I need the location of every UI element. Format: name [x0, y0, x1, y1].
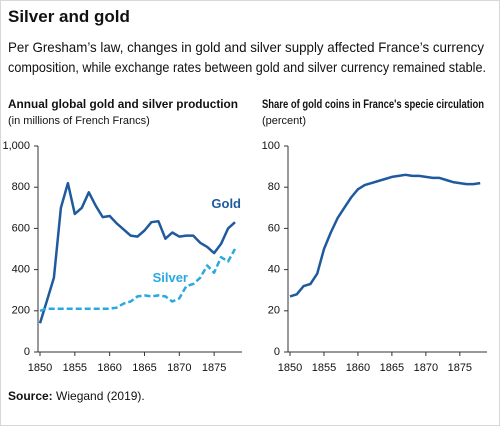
- series-line: [289, 173, 481, 298]
- series-label: Gold: [211, 196, 241, 211]
- y-tick-label: 400: [12, 264, 30, 276]
- series-label: Silver: [153, 270, 188, 285]
- subtitle: composition, while exchange rates betwee…: [8, 59, 486, 75]
- x-tick-label: 1855: [312, 362, 336, 374]
- series-line: [39, 248, 237, 312]
- x-tick-label: 1875: [202, 362, 226, 374]
- y-tick-label: 800: [12, 181, 30, 193]
- x-tick-label: 1860: [346, 362, 370, 374]
- y-tick-label: 0: [24, 346, 30, 358]
- y-tick-label: 0: [274, 346, 280, 358]
- series-line: [38, 181, 236, 324]
- panel-title: Annual global gold and silver production: [8, 97, 238, 111]
- x-tick-label: 1870: [167, 362, 191, 374]
- title: Silver and gold: [8, 7, 130, 26]
- x-tick-label: 1850: [278, 362, 302, 374]
- subtitle: Per Gresham’s law, changes in gold and s…: [8, 39, 484, 55]
- x-tick-label: 1855: [63, 362, 87, 374]
- y-tick-label: 100: [262, 140, 280, 152]
- y-tick-label: 80: [268, 181, 280, 193]
- y-tick-label: 20: [268, 305, 280, 317]
- y-tick-label: 200: [12, 305, 30, 317]
- x-tick-label: 1865: [380, 362, 404, 374]
- y-tick-label: 1,000: [2, 140, 30, 152]
- x-tick-label: 1870: [414, 362, 438, 374]
- source-label: Source:: [8, 389, 53, 403]
- panel-subtitle: (percent): [262, 115, 306, 127]
- source: Source: Wiegand (2019).: [8, 389, 145, 403]
- x-tick-label: 1850: [28, 362, 52, 374]
- x-tick-label: 1865: [132, 362, 156, 374]
- panel-title: Share of gold coins in France's specie c…: [262, 97, 484, 111]
- y-tick-label: 600: [12, 222, 30, 234]
- x-tick-label: 1860: [97, 362, 121, 374]
- source-text: Wiegand (2019).: [56, 389, 145, 403]
- y-tick-label: 60: [268, 222, 280, 234]
- panel-subtitle: (in millions of French Francs): [8, 115, 150, 127]
- x-tick-label: 1875: [448, 362, 472, 374]
- y-tick-label: 40: [268, 264, 280, 276]
